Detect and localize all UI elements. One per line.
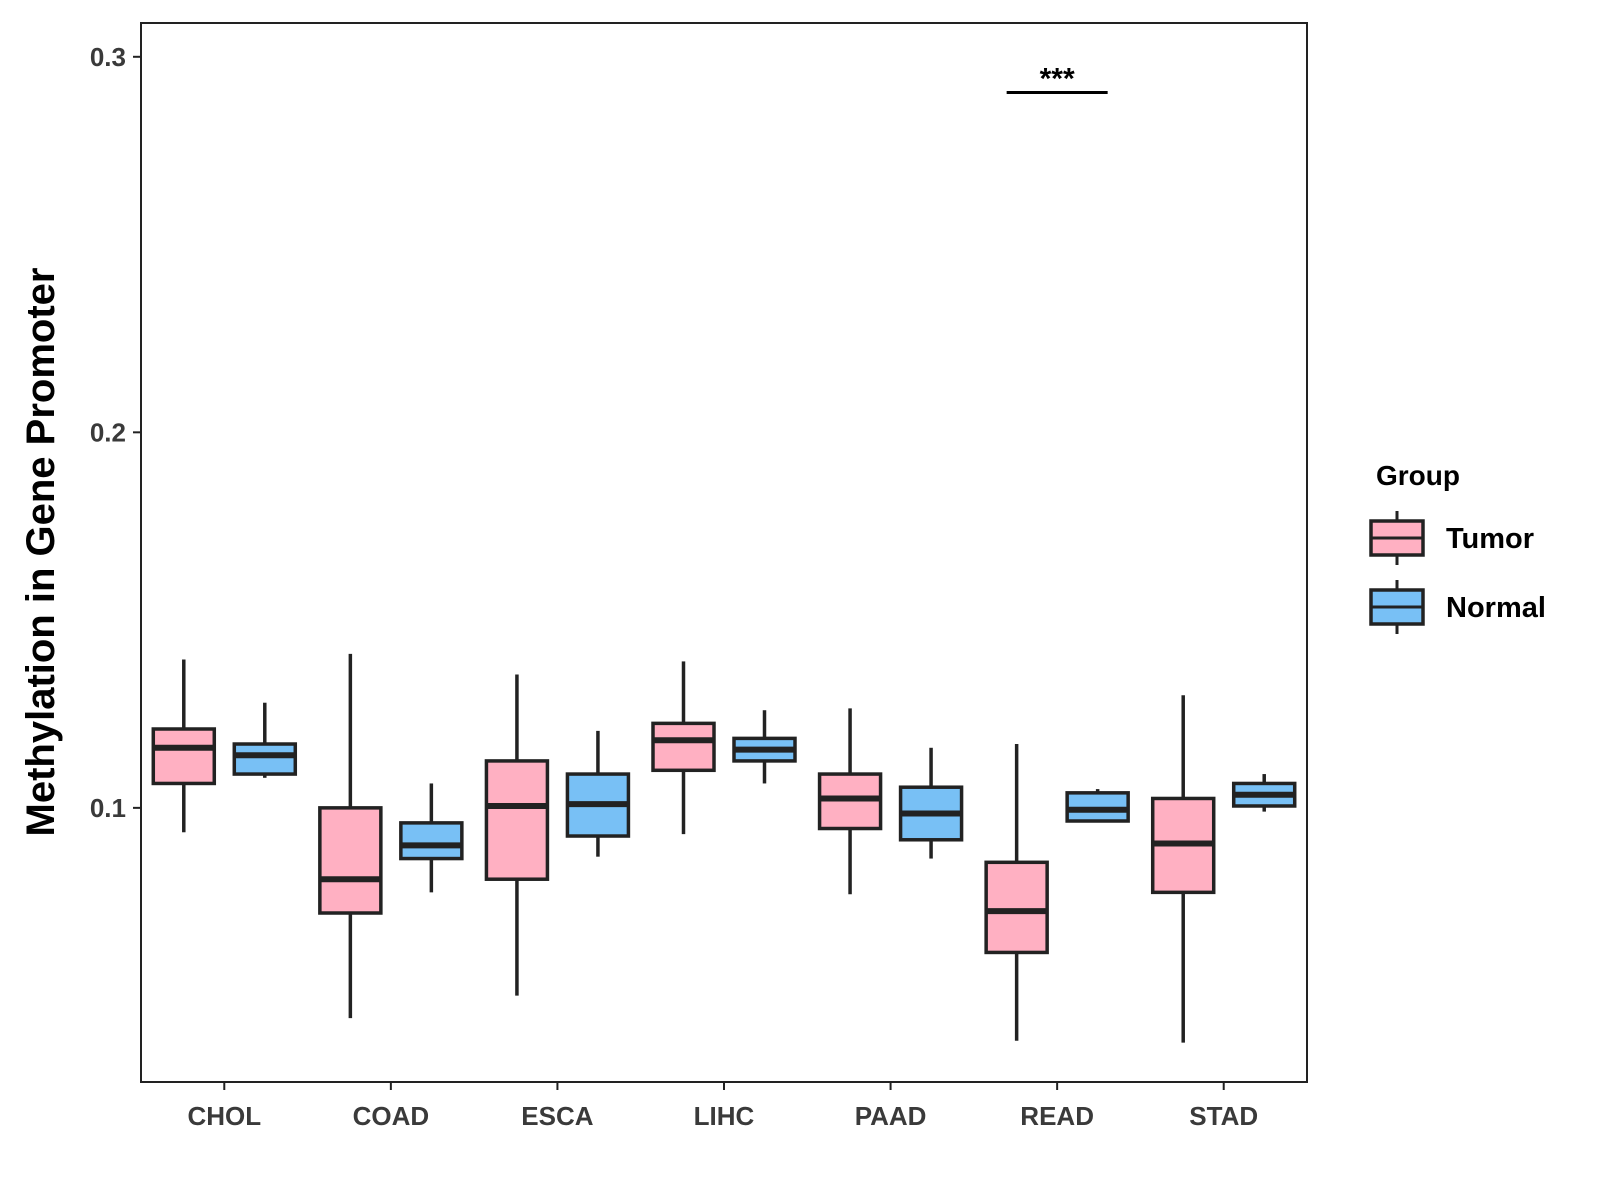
- box-normal-chol: [232, 702, 298, 778]
- x-tick-label-coad: COAD: [353, 1101, 430, 1131]
- box-tumor-chol: [151, 659, 217, 833]
- x-axis: CHOL COAD ESCA LIHC PAAD READ STAD: [187, 1082, 1258, 1131]
- y-axis-title: Methylation in Gene Promoter: [19, 268, 63, 837]
- box-tumor-read: [984, 744, 1049, 1041]
- plot-panel: [140, 22, 1308, 1083]
- significance-label: ***: [1040, 62, 1075, 95]
- box-normal-read: [1065, 789, 1130, 823]
- annotation-layer: ***: [1006, 62, 1108, 95]
- box-iqr: [399, 821, 464, 861]
- box-normal-stad: [1231, 774, 1297, 812]
- box-normal-paad: [898, 747, 964, 859]
- legend-label: Tumor: [1446, 523, 1534, 555]
- x-tick-label-lihc: LIHC: [694, 1101, 755, 1131]
- legend-item-normal: Normal: [1369, 580, 1546, 634]
- y-tick-label: 0.1: [90, 793, 126, 823]
- box-iqr: [484, 759, 550, 881]
- box-tumor-lihc: [651, 661, 716, 835]
- box-iqr: [151, 727, 217, 786]
- x-tick-label-chol: CHOL: [187, 1101, 261, 1131]
- box-normal-esca: [565, 730, 631, 857]
- box-normal-lihc: [732, 710, 797, 784]
- box-tumor-stad: [1150, 695, 1216, 1043]
- x-tick-label-read: READ: [1020, 1101, 1094, 1131]
- legend-item-tumor: Tumor: [1369, 511, 1534, 565]
- box-iqr: [651, 721, 716, 773]
- legend: Group Tumor Normal: [1369, 460, 1546, 634]
- legend-title: Group: [1376, 460, 1460, 491]
- y-axis: 0.1 0.2 0.3: [90, 42, 141, 823]
- legend-label: Normal: [1446, 592, 1546, 624]
- x-tick-label-paad: PAAD: [855, 1101, 927, 1131]
- legend-items: Tumor Normal: [1369, 511, 1546, 634]
- box-iqr: [318, 806, 383, 915]
- box-iqr: [984, 860, 1049, 955]
- box-tumor-esca: [484, 674, 550, 996]
- x-tick-label-esca: ESCA: [521, 1101, 593, 1131]
- y-tick-label: 0.3: [90, 42, 126, 72]
- box-normal-coad: [399, 783, 464, 893]
- box-tumor-coad: [318, 653, 383, 1019]
- box-tumor-paad: [817, 708, 883, 895]
- y-tick-label: 0.2: [90, 417, 126, 447]
- box-iqr: [232, 742, 298, 776]
- x-tick-label-stad: STAD: [1189, 1101, 1258, 1131]
- boxes-layer: [151, 653, 1297, 1043]
